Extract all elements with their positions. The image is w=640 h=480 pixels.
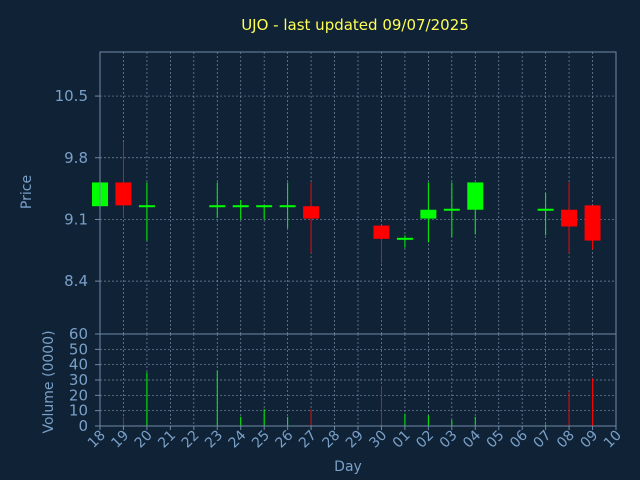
day-tick-label: 04 bbox=[460, 427, 484, 451]
candle-body bbox=[584, 205, 601, 241]
chart-title: UJO - last updated 09/07/2025 bbox=[241, 16, 469, 34]
day-tick-label: 09 bbox=[577, 428, 601, 452]
day-tick-label: 23 bbox=[202, 428, 226, 452]
volume-tick-label: 40 bbox=[69, 356, 88, 374]
day-axis-title: Day bbox=[334, 459, 362, 475]
candle-body bbox=[420, 209, 437, 219]
candle bbox=[232, 200, 249, 220]
day-tick-label: 07 bbox=[531, 428, 555, 452]
candle bbox=[115, 141, 132, 218]
candle bbox=[138, 182, 155, 241]
candle bbox=[561, 182, 578, 253]
candle-body bbox=[256, 205, 273, 208]
volume-tick-label: 0 bbox=[78, 417, 88, 435]
candle bbox=[420, 182, 437, 243]
candle-body bbox=[209, 205, 226, 208]
candle-body bbox=[303, 206, 320, 219]
volume-tick-label: 50 bbox=[69, 340, 88, 358]
candle bbox=[584, 205, 601, 250]
candle-body bbox=[232, 205, 249, 208]
day-tick-label: 08 bbox=[554, 428, 578, 452]
candle bbox=[537, 193, 554, 236]
day-tick-label: 29 bbox=[343, 428, 367, 452]
candle-body bbox=[561, 209, 578, 227]
candle-body bbox=[443, 208, 460, 211]
volume-tick-label: 20 bbox=[69, 386, 88, 404]
day-tick-label: 24 bbox=[226, 427, 250, 451]
day-tick-label: 20 bbox=[132, 428, 156, 452]
day-tick-label: 26 bbox=[273, 427, 297, 451]
day-tick-label: 28 bbox=[319, 428, 343, 452]
candle bbox=[373, 225, 390, 264]
candle-body bbox=[115, 182, 132, 206]
candle-body bbox=[138, 205, 155, 208]
candle-body bbox=[279, 205, 296, 208]
candle-body bbox=[396, 237, 413, 240]
candle bbox=[396, 235, 413, 248]
volume-tick-label: 30 bbox=[69, 371, 88, 389]
day-tick-label: 06 bbox=[507, 427, 531, 451]
day-tick-label: 19 bbox=[108, 428, 132, 452]
candle-body bbox=[537, 208, 554, 211]
day-axis: 18 19 20 21 22 23 24 25 26 27 28 29 30 01 02 03 04 05 06 07… bbox=[85, 426, 625, 451]
day-tick-label: 10 bbox=[601, 428, 625, 452]
volume-tick-label: 60 bbox=[69, 325, 88, 343]
candle bbox=[209, 182, 226, 218]
volume-tick-label: 10 bbox=[69, 402, 88, 420]
candle-body bbox=[373, 225, 390, 239]
day-tick-label: 03 bbox=[437, 428, 461, 452]
candle bbox=[279, 182, 296, 229]
day-tick-label: 21 bbox=[155, 428, 179, 452]
day-tick-label: 27 bbox=[296, 428, 320, 452]
candle bbox=[256, 205, 273, 220]
day-tick-label: 18 bbox=[85, 428, 109, 452]
day-tick-label: 02 bbox=[413, 428, 437, 452]
candle bbox=[467, 182, 484, 235]
candle bbox=[303, 182, 320, 253]
price-tick-label: 10.5 bbox=[55, 87, 88, 105]
candle-body bbox=[467, 182, 484, 210]
price-tick-label: 9.1 bbox=[64, 210, 88, 228]
candle bbox=[443, 182, 460, 238]
day-tick-label: 05 bbox=[484, 428, 508, 452]
price-tick-label: 9.8 bbox=[64, 149, 88, 167]
price-panel: 10.5 9.8 9.1 8.4 bbox=[55, 51, 617, 335]
price-axis-title: Price bbox=[19, 175, 35, 209]
volume-axis-title: Volume (0000) bbox=[41, 330, 57, 433]
day-tick-label: 30 bbox=[366, 428, 390, 452]
day-tick-label: 01 bbox=[390, 428, 414, 452]
price-tick-label: 8.4 bbox=[64, 272, 88, 290]
day-tick-label: 25 bbox=[249, 428, 273, 452]
day-tick-label: 22 bbox=[179, 428, 203, 452]
